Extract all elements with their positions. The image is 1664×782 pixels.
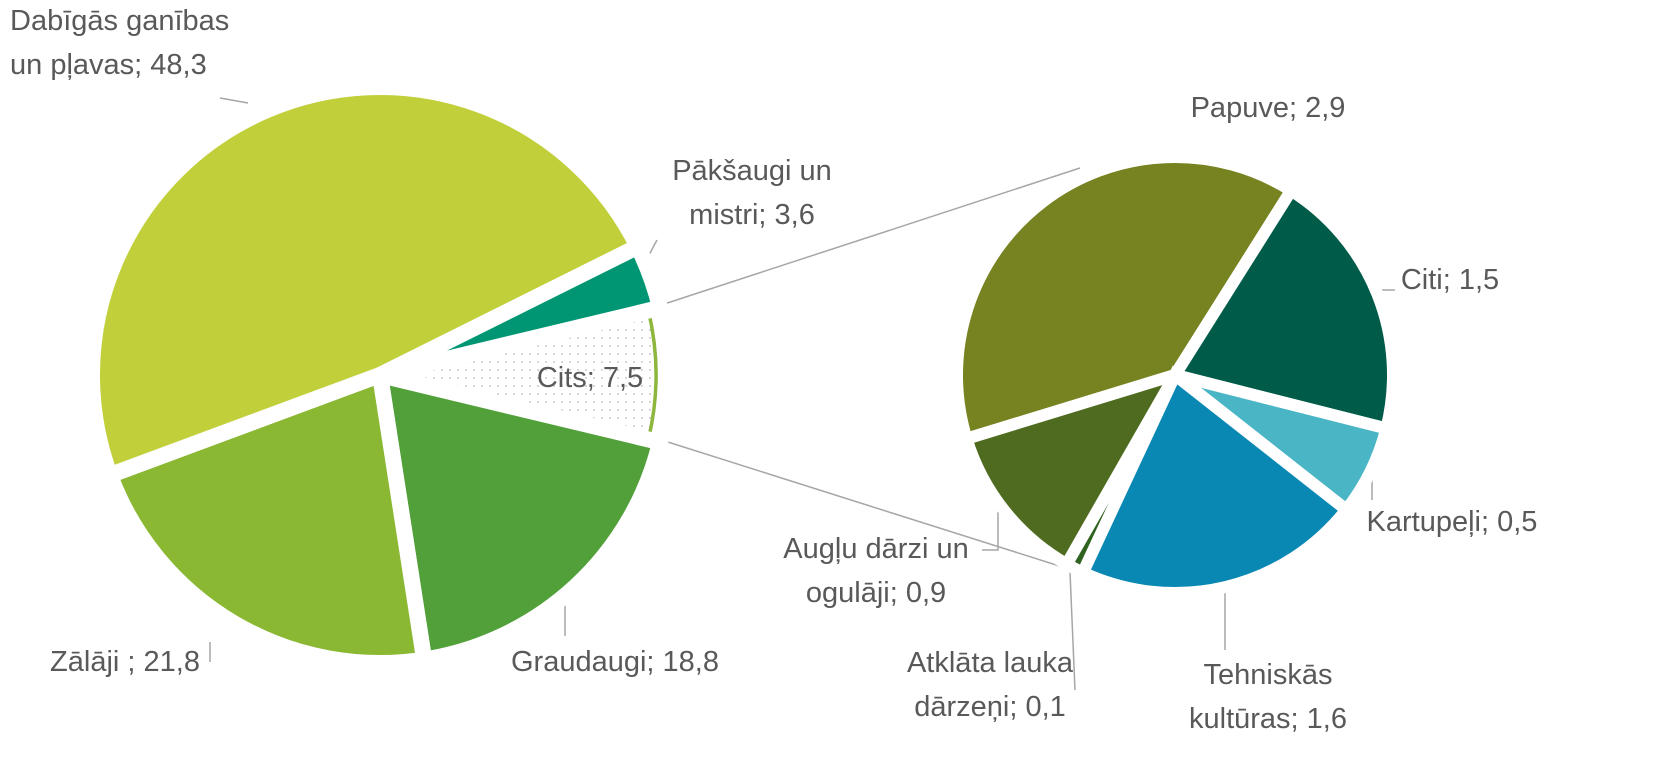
data-label: Atklāta lauka dārzeņi; 0,1 <box>906 647 1074 723</box>
pie-slice <box>1165 182 1399 436</box>
connectors <box>651 167 1081 571</box>
data-label: Pākšaugi un mistri; 3,6 <box>672 155 832 231</box>
data-label: Kartupeļi; 0,5 <box>1366 506 1538 538</box>
data-label: Cits; 7,5 <box>536 362 644 394</box>
data-label: Dabīgās ganības un pļavas; 48,3 <box>10 5 230 81</box>
data-label: Graudaugi; 18,8 <box>511 646 719 678</box>
pie-slice <box>376 235 670 383</box>
pie-slice <box>1074 365 1355 599</box>
pie-slice <box>84 79 649 486</box>
pie-slice <box>951 151 1300 447</box>
connector-line <box>651 167 1081 309</box>
leader-line <box>219 97 249 104</box>
connector-line <box>651 436 1073 571</box>
leader-line <box>1069 571 1076 691</box>
leader-line <box>982 505 999 551</box>
pie-slice <box>959 364 1188 573</box>
data-label: Augļu dārzi un ogulāji; 0,9 <box>783 533 969 609</box>
data-label: Papuve; 2,9 <box>1190 92 1346 124</box>
pie-slice <box>370 364 670 669</box>
data-label: Zālāji ; 21,8 <box>50 646 200 678</box>
data-label: Tehniskās kultūras; 1,6 <box>1189 659 1347 735</box>
data-label: Citi; 1,5 <box>1400 264 1500 296</box>
